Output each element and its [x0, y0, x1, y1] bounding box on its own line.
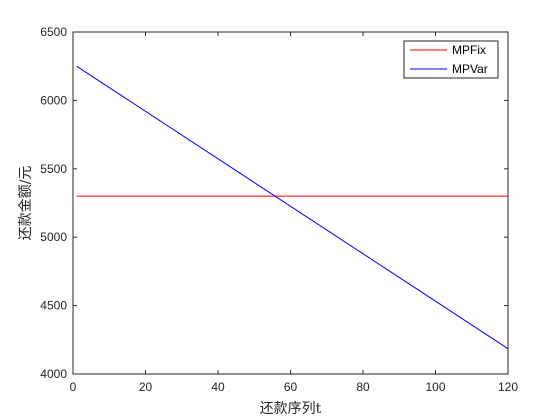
y-tick-label: 4500: [40, 299, 67, 313]
x-tick-label: 120: [498, 380, 518, 394]
series-line-mpvar: [76, 65, 509, 350]
legend-label-mpfix: MPFix: [452, 43, 486, 57]
y-tick-label: 5500: [40, 162, 67, 176]
y-tick-label: 6500: [40, 25, 67, 39]
x-tick-label: 100: [425, 380, 445, 394]
y-tick-label: 4000: [40, 367, 67, 381]
x-tick-label: 40: [211, 380, 225, 394]
plot-background: [73, 32, 508, 374]
y-axis-title: 还款金额/元: [18, 166, 34, 241]
axis-ticks: 0 20 40 60 80 100 120 4000 4500 5000 5500 6000 6500: [40, 25, 518, 394]
legend-box: [403, 40, 499, 79]
x-tick-label: 20: [139, 380, 153, 394]
y-tick-label: 6000: [40, 93, 67, 107]
series-layer: [76, 65, 509, 350]
legend-label-mpvar: MPVar: [452, 62, 488, 76]
x-axis-title: 还款序列t: [260, 401, 322, 417]
x-tick-label: 60: [284, 380, 298, 394]
legend: MPFix MPVar: [403, 40, 499, 79]
x-tick-label: 80: [356, 380, 370, 394]
x-tick-label: 0: [70, 380, 77, 394]
y-tick-label: 5000: [40, 230, 67, 244]
